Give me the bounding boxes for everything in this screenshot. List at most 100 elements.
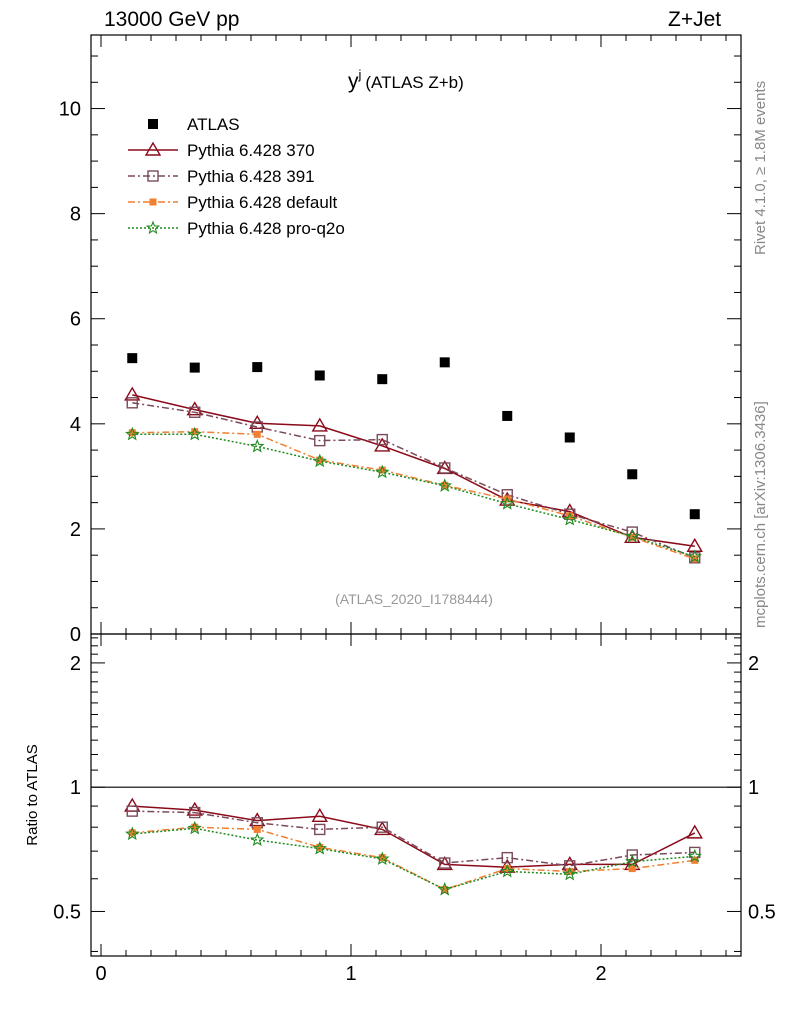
plot-title-rest: (ATLAS Z+b)	[365, 73, 463, 92]
ratio-point-3-2	[250, 832, 265, 847]
ratio-point-2-1	[191, 823, 199, 831]
main-point-3-8	[628, 533, 636, 541]
ratio-line-1	[132, 810, 695, 867]
ratio-panel: 0.5 0.5 1 1 2 2 0 1 2 Ratio to ATLAS	[24, 633, 776, 985]
ratio-point-2-4	[378, 854, 386, 862]
legend-marker-3	[149, 198, 157, 206]
ratio-point-0-1	[186, 801, 203, 816]
ratio-point-1-8	[626, 849, 638, 861]
main-point-3-0	[128, 429, 136, 437]
ratio-point-0-0	[124, 797, 141, 812]
main-point-4-1	[187, 426, 202, 441]
main-point-3-1	[191, 428, 199, 436]
ratio-point-1-4	[376, 821, 388, 833]
main-line-2	[132, 402, 696, 559]
ratio-point-3-4	[375, 851, 390, 866]
ratio-point-3-5	[437, 882, 452, 896]
ratio-point-0-3	[311, 807, 328, 823]
ratio-ytick-label-0: 0.5	[53, 901, 81, 923]
main-point-2-5	[439, 462, 451, 474]
ratio-ytick-label-right-0: 0.5	[748, 901, 776, 923]
main-point-1-1	[186, 401, 203, 416]
header-right: Z+Jet	[668, 8, 722, 31]
main-point-2-3	[314, 434, 326, 447]
main-point-4-9	[687, 549, 702, 563]
ratio-ytick-label-right-1: 1	[748, 777, 759, 799]
ratio-point-1-0	[126, 805, 138, 817]
ratio-ylabel: Ratio to ATLAS	[24, 744, 41, 845]
ratio-line-2	[132, 826, 695, 891]
main-point-0-8	[627, 469, 638, 480]
watermark: (ATLAS_2020_I1788444)	[335, 591, 493, 607]
main-point-0-2	[252, 362, 263, 373]
ratio-point-0-2	[249, 812, 266, 827]
main-point-2-0	[126, 397, 138, 409]
ratio-point-2-8	[628, 865, 636, 873]
ratio-point-2-9	[691, 856, 699, 864]
ratio-point-2-7	[566, 867, 574, 875]
ratio-point-3-9	[687, 848, 702, 863]
ratio-point-3-6	[500, 863, 515, 878]
plot-title: yj (ATLAS Z+b)	[348, 67, 464, 93]
xtick-label-0: 0	[95, 963, 106, 985]
main-line-3	[132, 430, 696, 560]
ratio-point-2-5	[441, 886, 449, 894]
ratio-line-0	[132, 805, 696, 868]
ratio-point-3-0	[125, 826, 140, 841]
ratio-point-0-4	[374, 821, 391, 836]
ratio-point-3-3	[312, 841, 327, 855]
legend-marker-0	[148, 119, 158, 129]
main-point-2-1	[189, 406, 201, 418]
main-point-0-1	[189, 362, 200, 373]
main-ytick-label-4: 8	[70, 204, 81, 226]
main-point-0-7	[564, 432, 575, 443]
main-point-1-3	[311, 417, 328, 432]
main-point-0-0	[127, 353, 138, 364]
ratio-ytick-label-right-2: 2	[748, 653, 759, 675]
main-point-4-6	[500, 496, 515, 510]
legend-marker-1	[144, 141, 162, 156]
main-point-0-3	[314, 370, 325, 381]
main-point-3-7	[566, 512, 574, 520]
ratio-point-1-6	[501, 851, 513, 864]
ratio-point-2-3	[316, 843, 324, 851]
ratio-point-3-8	[625, 854, 640, 868]
main-point-0-6	[502, 410, 513, 421]
main-ytick-label-1: 2	[70, 519, 81, 541]
legend-label-3: Pythia 6.428 default	[187, 193, 338, 212]
ratio-point-2-0	[128, 829, 136, 837]
ratio-point-3-1	[187, 820, 202, 835]
legend-label-2: Pythia 6.428 391	[187, 167, 315, 186]
ratio-frame	[90, 633, 742, 957]
main-point-4-7	[562, 512, 577, 526]
main-panel: 0 2 4 6 8 10 yj (ATLAS Z+b) (ATLAS_2020_I1788444…	[59, 34, 742, 646]
ratio-point-2-6	[503, 865, 511, 873]
main-point-4-2	[250, 438, 265, 453]
main-point-0-9	[689, 509, 700, 520]
main-point-4-8	[625, 528, 640, 543]
main-ytick-label-0: 0	[70, 624, 81, 646]
ratio-point-3-7	[562, 866, 577, 881]
ratio-point-1-5	[439, 857, 451, 869]
legend-marker-4	[145, 220, 161, 235]
main-point-4-5	[437, 478, 452, 492]
ratio-point-0-9	[686, 824, 703, 839]
xtick-label-2: 2	[595, 963, 606, 985]
legend-label-0: ATLAS	[187, 115, 240, 134]
main-ytick-label-2: 4	[70, 414, 81, 436]
main-point-0-5	[439, 357, 450, 368]
main-line-1	[132, 394, 695, 548]
ratio-point-1-3	[314, 823, 326, 836]
legend-marker-2	[147, 170, 159, 182]
main-point-4-4	[375, 464, 390, 479]
plot-title-sup: j	[358, 67, 362, 82]
main-line-4	[132, 433, 696, 558]
main-point-3-2	[253, 430, 261, 438]
ratio-point-1-1	[189, 806, 201, 819]
legend-label-1: Pythia 6.428 370	[187, 141, 315, 160]
main-point-3-4	[378, 466, 386, 474]
main-point-0-4	[377, 374, 388, 385]
main-ytick-label-3: 6	[70, 309, 81, 331]
xtick-label-1: 1	[345, 963, 356, 985]
